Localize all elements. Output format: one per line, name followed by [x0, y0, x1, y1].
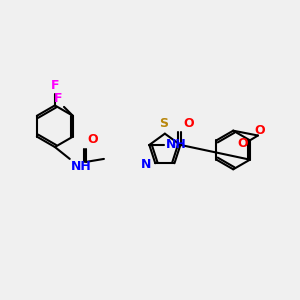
Text: N: N — [141, 158, 152, 171]
Text: NH: NH — [71, 160, 92, 173]
Text: O: O — [254, 124, 265, 137]
Text: F: F — [54, 92, 62, 105]
Text: S: S — [159, 117, 168, 130]
Text: F: F — [51, 79, 59, 92]
Text: O: O — [238, 136, 248, 150]
Text: NH: NH — [166, 138, 186, 152]
Text: O: O — [184, 117, 194, 130]
Text: O: O — [88, 133, 98, 146]
